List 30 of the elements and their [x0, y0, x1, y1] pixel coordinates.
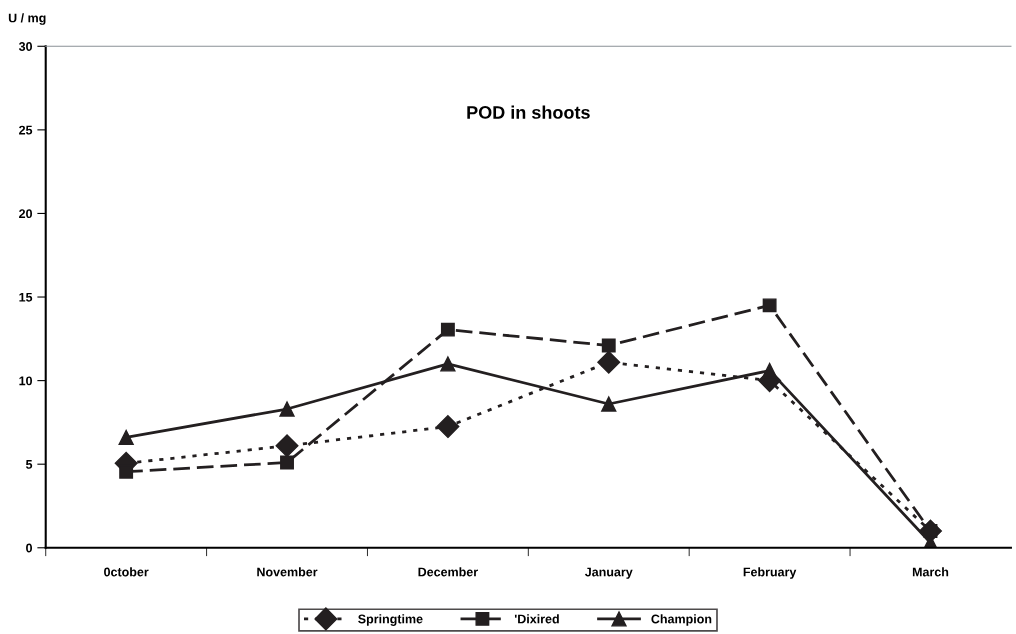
y-axis-title: U / mg [8, 13, 46, 25]
legend-label: Springtime [358, 614, 423, 626]
y-tick-label: 5 [25, 460, 33, 469]
point [597, 350, 621, 374]
y-tick-label: 10 [19, 376, 33, 386]
point [280, 455, 294, 470]
point [762, 298, 777, 313]
y-tick-label: 25 [19, 125, 33, 135]
point [118, 429, 134, 446]
x-tick-label: February [743, 567, 797, 579]
text: POD in shoots [467, 105, 590, 119]
y-tick-label: 0 [26, 543, 33, 553]
point [601, 396, 617, 412]
point [440, 322, 455, 337]
y-tick-label: 20 [19, 209, 33, 219]
legend-label: 'Dixired [514, 614, 559, 624]
point [761, 362, 778, 379]
x-tick-label: 0ctober [104, 567, 149, 577]
point [275, 434, 299, 458]
point [436, 415, 460, 439]
point [279, 401, 295, 417]
point [601, 338, 616, 353]
x-tick-label: December [418, 567, 478, 577]
x-tick-label: January [584, 567, 633, 579]
point [440, 356, 456, 372]
y-tick-label: 15 [19, 292, 33, 302]
x-tick-label: November [257, 567, 318, 577]
x-tick-label: March [912, 567, 949, 577]
legend-label: Champion [651, 614, 712, 626]
y-tick-label: 30 [18, 42, 33, 51]
